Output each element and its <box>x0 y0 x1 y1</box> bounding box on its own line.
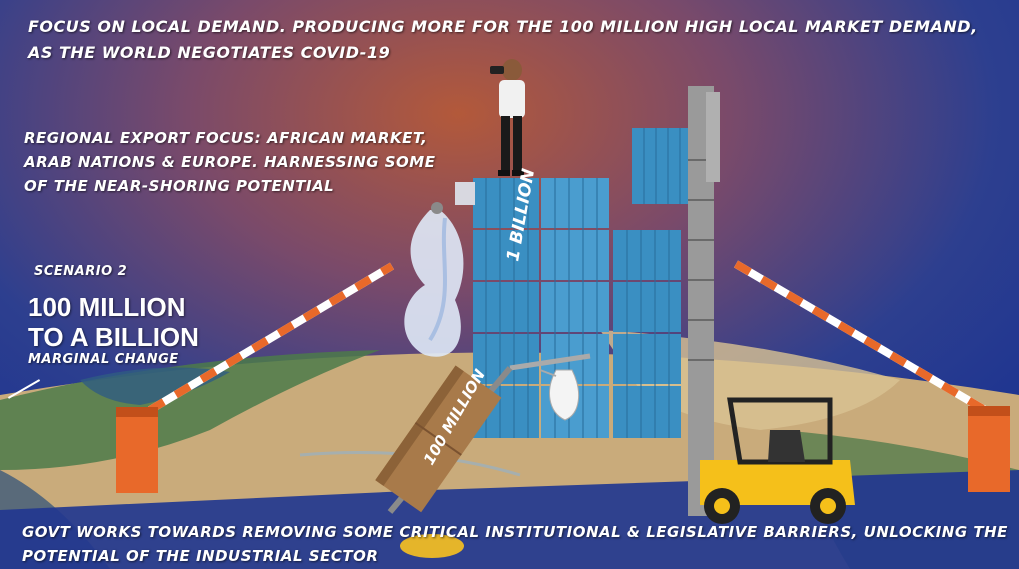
glass-flask-icon <box>404 182 475 357</box>
billion-crate-label: 1 BILLION <box>503 167 539 263</box>
right-barrier-gate-icon <box>733 260 1010 492</box>
left-barrier-gate-icon <box>116 262 395 493</box>
face-mask-icon <box>539 369 580 421</box>
headline: Focus on local demand. Producing more fo… <box>28 17 978 62</box>
footer-text: Govt works towards removing some critica… <box>22 523 1008 565</box>
scenario-title-line1: 100 MILLION <box>28 292 186 322</box>
regional-focus-text: Regional Export focus: African market, A… <box>24 129 436 195</box>
scenario-label: Scenario 2 <box>34 264 128 279</box>
hand-truck-icon <box>375 353 591 558</box>
forklift-icon <box>688 86 855 524</box>
million-box-label: 100 MILLION <box>420 366 489 468</box>
scenario-subtitle: Marginal change <box>28 352 179 367</box>
scenario-title-line2: TO A BILLION <box>28 322 199 352</box>
scenario-title: 100 MILLION TO A BILLION <box>28 292 199 352</box>
person-binoculars-icon <box>490 59 525 176</box>
